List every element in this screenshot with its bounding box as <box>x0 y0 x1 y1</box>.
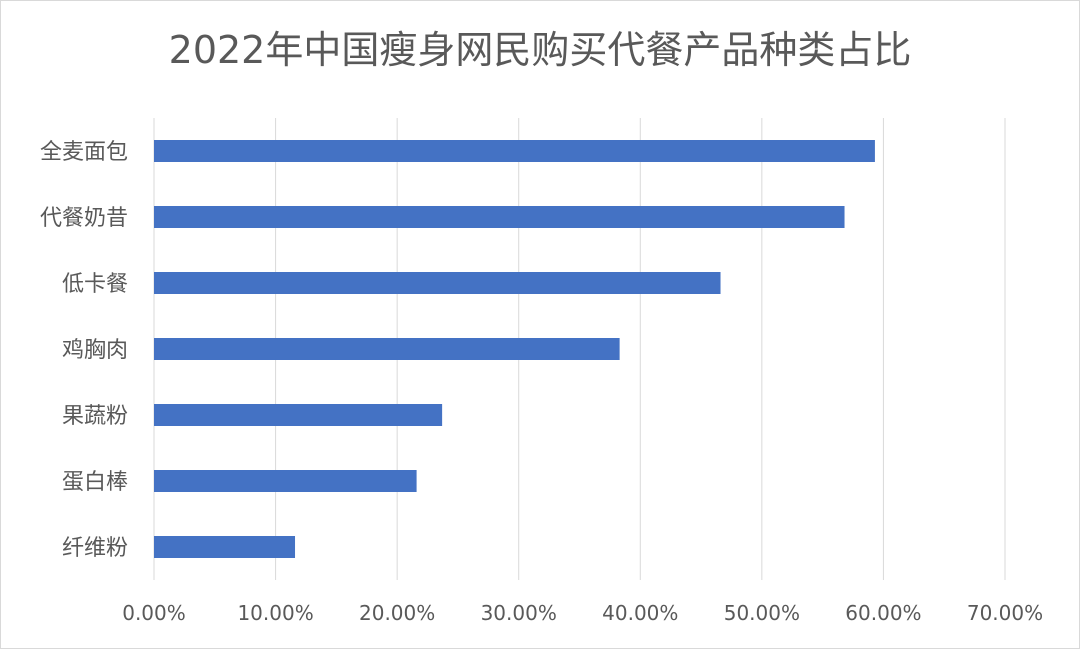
chart-title: 2022年中国瘦身网民购买代餐产品种类占比 <box>168 28 912 72</box>
category-label: 全麦面包 <box>40 140 128 165</box>
x-tick-label: 30.00% <box>481 601 557 625</box>
x-tick-labels: 0.00% 10.00% 20.00% 30.00% 40.00% 50.00% 60.00… <box>122 601 1043 625</box>
x-tick-label: 20.00% <box>359 601 435 625</box>
bars <box>154 140 875 558</box>
x-tick-label: 40.00% <box>602 601 678 625</box>
category-label: 代餐奶昔 <box>40 206 128 231</box>
bar <box>154 206 845 228</box>
x-tick-label: 50.00% <box>724 601 800 625</box>
category-label: 蛋白棒 <box>62 470 128 495</box>
category-label: 低卡餐 <box>62 272 128 297</box>
bar <box>154 140 875 162</box>
bar <box>154 404 443 426</box>
bar <box>154 338 620 360</box>
x-tick-label: 60.00% <box>845 601 921 625</box>
bar <box>154 470 417 492</box>
category-label: 鸡胸肉 <box>62 338 128 363</box>
bar <box>154 536 296 558</box>
x-tick-label: 10.00% <box>237 601 313 625</box>
category-label: 纤维粉 <box>62 536 128 561</box>
x-tick-label: 70.00% <box>967 601 1043 625</box>
category-label: 果蔬粉 <box>62 404 128 429</box>
x-tick-label: 0.00% <box>122 601 186 625</box>
bar <box>154 272 721 294</box>
